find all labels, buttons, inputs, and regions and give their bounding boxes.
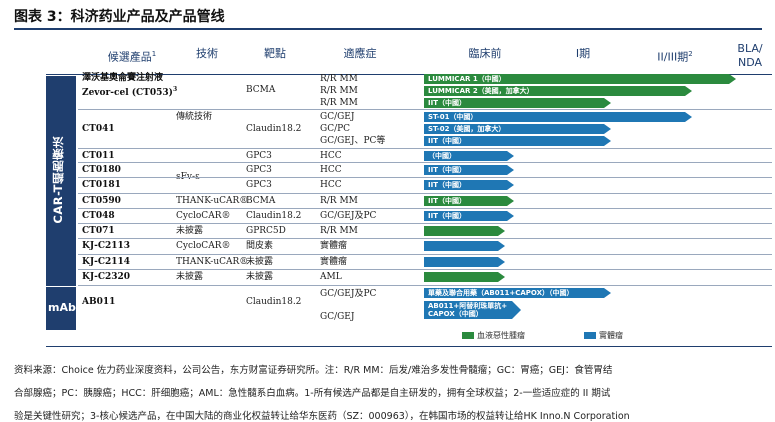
row-divider <box>78 148 772 149</box>
pipeline-bar: （中國） <box>424 151 514 161</box>
target-kj-c2114: 未披露 <box>246 257 274 267</box>
candidate-ct041: CT041 <box>82 124 115 134</box>
pipeline-bar: IIT（中國） <box>424 211 514 221</box>
indication: GC/GEJ <box>320 312 355 322</box>
header-indication: 適應症 <box>343 47 377 60</box>
tech-ct048: CycloCAR® <box>176 211 231 221</box>
indication: GC/PC <box>320 124 351 134</box>
indication: R/R MM <box>320 226 358 236</box>
source-note-line-2: 合部腺癌；PC：胰腺癌；HCC：肝细胞癌；AML：急性髓系白血病。1-所有候选产… <box>14 388 611 399</box>
pipeline-bar: ST-01（中國） <box>424 112 692 122</box>
legend-swatch-solid <box>584 332 596 339</box>
candidate-kj-c2113: KJ-C2113 <box>82 241 131 251</box>
header-phase1: I期 <box>575 47 591 60</box>
pipeline-bar: IIT（中國） <box>424 196 514 206</box>
legend-solid: 實體瘤 <box>584 330 623 341</box>
pipeline-bar: IIT（中國） <box>424 136 611 146</box>
candidate-kj-c2114: KJ-C2114 <box>82 257 131 267</box>
row-divider <box>78 109 772 110</box>
legend-swatch-heme <box>462 332 474 339</box>
pipeline-bar <box>424 241 505 251</box>
header-technology: 技術 <box>196 47 218 60</box>
table-bottom-divider <box>46 346 772 347</box>
pipeline-bar: LUMMICAR 1（中國） <box>424 74 736 84</box>
target-kj-c2320: 未披露 <box>246 272 274 282</box>
indication: HCC <box>320 165 342 175</box>
indication: R/R MM <box>320 86 358 96</box>
pipeline-bar: LUMMICAR 2（美國，加拿大） <box>424 86 692 96</box>
tech-kj-c2114: THANK-uCAR® <box>176 257 249 267</box>
pipeline-bar: IIT（中國） <box>424 165 514 175</box>
target-ab011: Claudin18.2 <box>246 297 302 307</box>
indication: R/R MM <box>320 196 358 206</box>
indication: AML <box>320 272 342 282</box>
indication: GC/GEJ及PC <box>320 289 377 299</box>
candidate-ct0180: CT0180 <box>82 165 121 175</box>
indication: GC/GEJ及PC <box>320 211 377 221</box>
target-ct011: GPC3 <box>246 151 272 161</box>
pipeline-bar: 單藥及聯合用藥（AB011+CAPOX）（中國） <box>424 288 611 298</box>
row-divider <box>78 162 772 163</box>
indication: R/R MM <box>320 74 358 84</box>
header-divider <box>46 74 772 75</box>
source-note-line-3: 验是关键性研究；3-核心候选产品，在中国大陆的商业化权益转让给华东医药（SZ：0… <box>14 411 630 422</box>
row-divider <box>78 269 772 270</box>
pipeline-bar <box>424 257 505 267</box>
tech-kj-c2113: CycloCAR® <box>176 241 231 251</box>
tech-ct071: 未披露 <box>176 226 204 236</box>
group-label-mab: mAb <box>46 287 76 330</box>
header-candidate: 候選產品1 <box>107 50 157 64</box>
row-divider <box>78 208 772 209</box>
target-ct0181: GPC3 <box>246 180 272 190</box>
indication: GC/GEJ <box>320 112 355 122</box>
row-divider <box>78 285 772 286</box>
indication: 實體瘤 <box>320 257 348 267</box>
row-divider <box>78 238 772 239</box>
pipeline-bar <box>424 226 505 236</box>
header-bla: BLA/ NDA <box>737 42 763 69</box>
candidate-ab011: AB011 <box>82 297 116 307</box>
candidate-ct048: CT048 <box>82 211 115 221</box>
tech-ct0590: THANK-uCAR® <box>176 196 249 206</box>
pipeline-bar <box>424 272 505 282</box>
target-ct071: GPRC5D <box>246 226 286 236</box>
tech-kj-c2320: 未披露 <box>176 272 204 282</box>
target-ct041: Claudin18.2 <box>246 124 302 134</box>
header-preclinical: 臨床前 <box>468 47 502 60</box>
header-phase23: II/III期2 <box>657 50 693 64</box>
row-divider <box>78 223 772 224</box>
pipeline-bar: IIT（中國） <box>424 98 611 108</box>
candidate-zevor-cel: 澤沃基奧侖賽注射液 Zevor-cel (CT053)3 <box>82 73 178 98</box>
pipeline-bar: IIT（中國） <box>424 180 514 190</box>
row-divider <box>78 193 772 194</box>
tech-ct041: 傳統技術 <box>176 112 213 122</box>
figure-title: 图表 3：科济药业产品及产品管线 <box>14 4 762 30</box>
indication: HCC <box>320 151 342 161</box>
candidate-ct0181: CT0181 <box>82 180 121 190</box>
candidate-ct0590: CT0590 <box>82 196 121 206</box>
candidate-ct011: CT011 <box>82 151 115 161</box>
target-ct048: Claudin18.2 <box>246 211 302 221</box>
source-note-line-1: 资料来源：Choice 佐力药业深度资料，公司公告，东方财富证券研究所。注：R/… <box>14 365 613 376</box>
indication: HCC <box>320 180 342 190</box>
group-label-car-t: CAR-T細胞療法 <box>46 76 76 286</box>
indication: 實體瘤 <box>320 241 348 251</box>
header-target: 靶點 <box>264 47 286 60</box>
pipeline-bar: ST-02（美國，加拿大） <box>424 124 611 134</box>
legend-heme: 血液惡性腫瘤 <box>462 330 525 341</box>
target-ct0590: BCMA <box>246 196 276 206</box>
indication: R/R MM <box>320 98 358 108</box>
target-ct0180: GPC3 <box>246 165 272 175</box>
target-zevor-cel: BCMA <box>246 85 276 95</box>
target-kj-c2113: 間皮素 <box>246 241 274 251</box>
candidate-ct071: CT071 <box>82 226 115 236</box>
pipeline-bar: AB011+阿替利珠單抗+ CAPOX（中國） <box>424 301 521 319</box>
candidate-kj-c2320: KJ-C2320 <box>82 272 131 282</box>
row-divider <box>78 254 772 255</box>
indication: GC/GEJ、PC等 <box>320 136 386 146</box>
row-divider <box>78 177 772 178</box>
